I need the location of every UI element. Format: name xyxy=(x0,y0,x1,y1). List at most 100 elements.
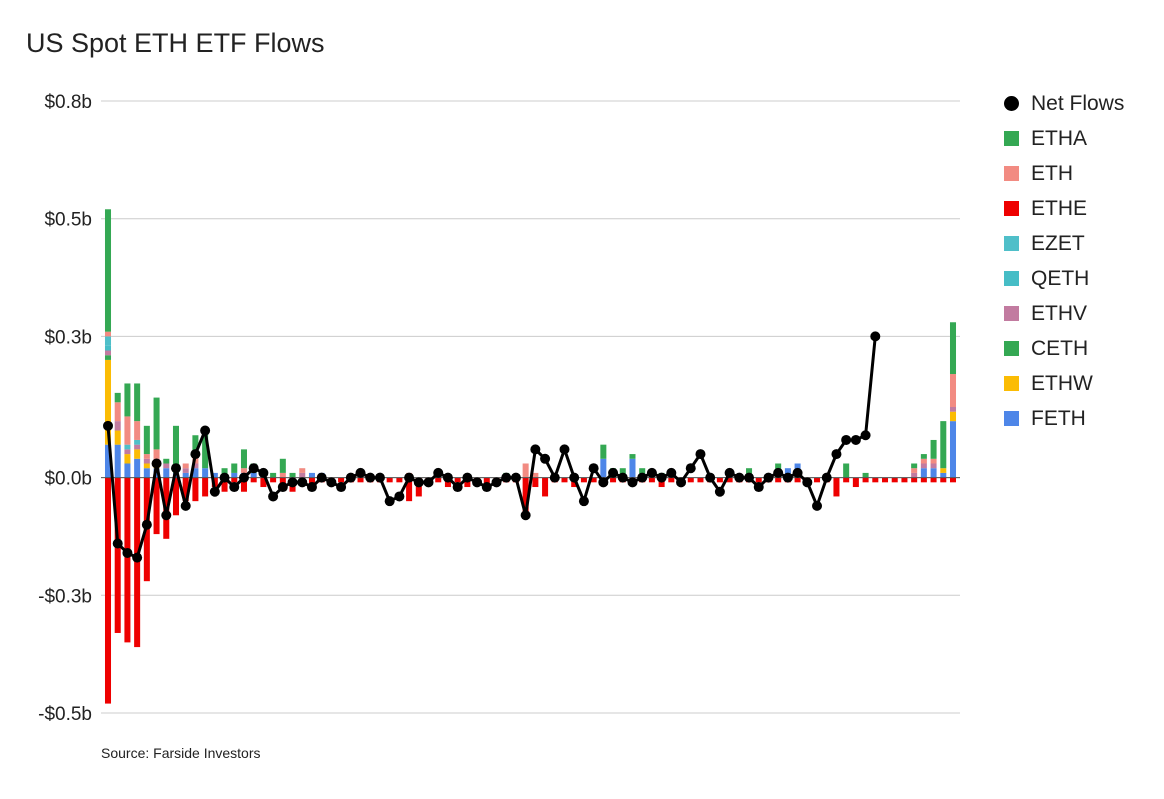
bar-segment-ethw xyxy=(114,430,121,445)
net-flows-point xyxy=(598,477,609,488)
net-flows-point xyxy=(724,467,735,478)
net-flows-point xyxy=(734,472,745,483)
net-flows-point xyxy=(190,449,201,460)
bar-segment-ethe xyxy=(270,477,277,483)
bar-segment-feth xyxy=(949,421,957,478)
net-flows-point xyxy=(365,472,376,483)
net-flows-point xyxy=(413,477,424,488)
bar-segment-feth xyxy=(114,444,121,478)
bar-segment-feth xyxy=(134,458,141,478)
net-flows-point xyxy=(277,482,288,493)
bar-segment-ethe xyxy=(833,477,840,497)
legend-label: Net Flows xyxy=(1031,91,1125,115)
bar-segment-ethv xyxy=(920,463,927,469)
net-flows-point xyxy=(549,472,560,483)
bar-segment-ethe xyxy=(454,477,461,483)
bar-segment-feth xyxy=(182,472,189,478)
net-flows-line xyxy=(103,331,881,563)
grid-lines xyxy=(101,100,960,714)
y-axis-ticks: $0.8b $0.5b $0.3b $0.0b -$0.3b -$0.5b xyxy=(38,92,92,725)
bar-segment-eth xyxy=(911,468,918,473)
bar-segment-feth xyxy=(920,468,927,478)
net-flows-point xyxy=(540,453,551,464)
legend-label: QETH xyxy=(1031,266,1090,290)
bar-segment-ethe xyxy=(435,477,442,483)
bar-segment-etha xyxy=(629,454,636,459)
bar-segment-ethe xyxy=(891,477,898,483)
bar-segment-eth xyxy=(114,402,121,422)
bar-segment-ethe xyxy=(396,477,403,483)
bar-segment-etha xyxy=(153,397,160,450)
net-flows-point xyxy=(122,547,133,558)
legend-swatch xyxy=(1004,201,1019,216)
bar-segment-ethv xyxy=(114,421,121,431)
legend-label: ETH xyxy=(1031,161,1073,185)
legend-swatch xyxy=(1004,411,1019,426)
bar-segment-ethe xyxy=(882,477,889,483)
net-flows-point xyxy=(608,467,619,478)
bar-segment-etha xyxy=(600,444,607,459)
bar-segment-eth xyxy=(134,421,141,440)
bar-segment-eth xyxy=(949,374,957,407)
legend-label: ETHE xyxy=(1031,196,1088,220)
net-flows-point xyxy=(481,482,492,493)
bar-segment-qeth xyxy=(104,345,112,351)
legend-item-etha: ETHA xyxy=(1004,121,1124,156)
net-flows-point xyxy=(404,472,415,483)
net-flows-point xyxy=(860,430,871,441)
legend-item-eth: ETH xyxy=(1004,156,1124,191)
net-flows-point xyxy=(452,482,463,493)
bar-stacks xyxy=(104,209,957,704)
net-flows-point xyxy=(229,482,240,493)
legend-item-ethv: ETHV xyxy=(1004,296,1124,331)
legend-item-net-flows: Net Flows xyxy=(1004,86,1124,121)
net-flows-point xyxy=(268,491,279,502)
bar-segment-ethe xyxy=(532,477,539,488)
bar-segment-etha xyxy=(289,472,296,478)
bar-segment-eth xyxy=(930,458,937,464)
bar-segment-ethv xyxy=(192,463,199,469)
net-flows-point xyxy=(297,477,308,488)
bar-segment-ethe xyxy=(716,477,723,483)
bar-segment-feth xyxy=(600,458,607,478)
net-flows-point xyxy=(617,472,628,483)
net-flows-point xyxy=(627,477,638,488)
bar-segment-ethe xyxy=(610,477,617,483)
net-flows-point xyxy=(841,434,852,445)
bar-segment-ethe xyxy=(648,477,655,483)
bar-segment-ethe xyxy=(250,477,257,483)
net-flows-point xyxy=(355,467,366,478)
bar-segment-ethe xyxy=(940,477,947,483)
net-flows-point xyxy=(520,510,531,521)
bar-segment-ethe xyxy=(687,477,694,483)
bar-segment-feth xyxy=(940,472,947,478)
bar-segment-etha xyxy=(124,383,131,417)
bar-segment-eth xyxy=(299,468,306,473)
net-flows-point xyxy=(258,467,269,478)
bar-segment-ethw xyxy=(104,359,112,445)
bar-segment-ethe xyxy=(901,477,908,483)
net-flows-point xyxy=(462,472,473,483)
bar-segment-ethe xyxy=(338,477,345,483)
net-flows-point xyxy=(209,486,220,497)
net-flows-point xyxy=(326,477,337,488)
bar-segment-feth xyxy=(163,468,170,478)
bar-segment-etha xyxy=(843,463,850,478)
net-flows-series-line xyxy=(106,336,877,560)
bar-segment-ethe xyxy=(104,477,112,704)
bar-segment-etha xyxy=(240,449,247,469)
net-flows-point xyxy=(306,482,317,493)
bar-segment-eth xyxy=(104,331,112,337)
net-flows-point xyxy=(559,444,570,455)
bar-segment-etha xyxy=(949,322,957,375)
bar-segment-eth xyxy=(240,468,247,473)
net-flows-point xyxy=(161,510,172,521)
bar-segment-ethe xyxy=(542,477,549,497)
bar-segment-ethe xyxy=(775,477,782,483)
net-flows-point xyxy=(112,538,123,549)
bar-segment-etha xyxy=(940,421,947,469)
bar-segment-ethe xyxy=(386,477,393,483)
legend-label: ETHA xyxy=(1031,126,1088,150)
net-flows-point xyxy=(646,467,657,478)
